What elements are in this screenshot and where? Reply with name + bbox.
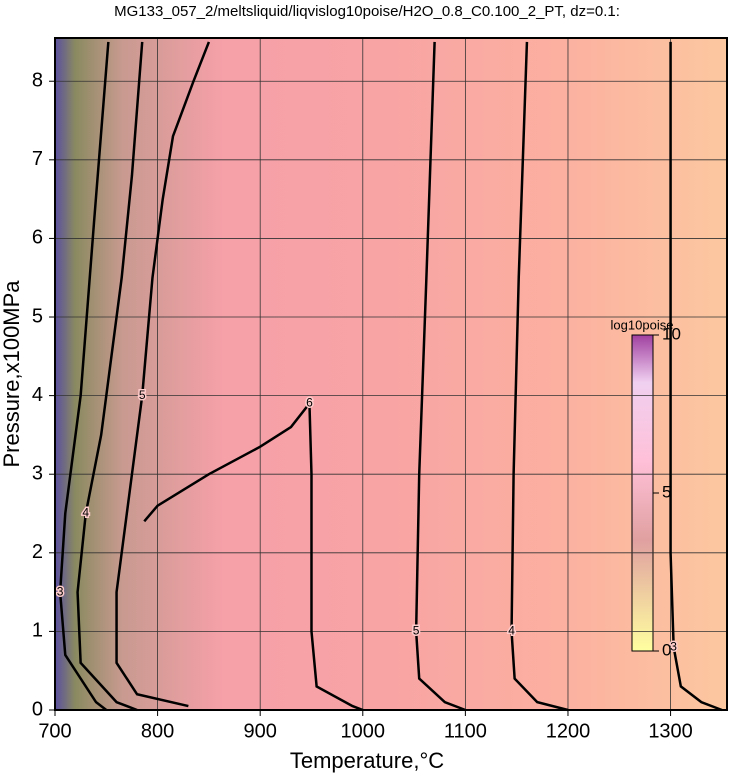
x-tick-label: 700: [38, 720, 71, 742]
x-tick-label: 1300: [648, 720, 693, 742]
x-tick-label: 900: [244, 720, 277, 742]
contour-line: [76, 41, 144, 712]
contour-line: [669, 41, 723, 712]
y-tick-label: 6: [32, 227, 43, 249]
chart-title: MG133_057_2/meltsliquid/liqvislog10poise…: [114, 3, 620, 20]
colorbar-tick-label: 5: [662, 482, 671, 501]
contour-line: [414, 41, 466, 712]
contour-label: 4: [508, 624, 515, 638]
y-tick-label: 0: [32, 698, 43, 720]
y-tick-label: 5: [32, 305, 43, 327]
contour-label: 5: [413, 624, 420, 638]
y-tick-label: 2: [32, 541, 43, 563]
x-axis-label: Temperature,°C: [290, 748, 444, 773]
x-tick-label: 1000: [341, 720, 386, 742]
contour-line: [510, 41, 569, 712]
contour-label: 4: [82, 506, 89, 520]
plot-background: [55, 38, 727, 710]
plot-frame: [54, 37, 728, 711]
contour-line: [143, 399, 364, 712]
y-tick-label: 7: [32, 148, 43, 170]
x-tick-label: 800: [141, 720, 174, 742]
y-tick-label: 4: [32, 384, 43, 406]
y-tick-label: 8: [32, 70, 43, 92]
contour-label: 3: [57, 584, 64, 598]
contour-line: [115, 41, 211, 708]
y-axis-label: Pressure,x100MPa: [0, 280, 24, 468]
colorbar-label: log10poise: [611, 317, 674, 332]
colorbar-tick-label: 10: [662, 324, 681, 343]
contour-label: 5: [139, 388, 146, 402]
contour-label: 6: [306, 396, 313, 410]
colorbar-tick-label: 0: [662, 640, 671, 659]
x-tick-label: 1100: [444, 720, 487, 742]
colorbar: [631, 334, 654, 652]
contour-line: [58, 41, 110, 711]
y-tick-label: 1: [32, 620, 43, 642]
x-tick-label: 1200: [546, 720, 591, 742]
contour-label: 3: [670, 639, 677, 653]
y-tick-label: 3: [32, 462, 43, 484]
